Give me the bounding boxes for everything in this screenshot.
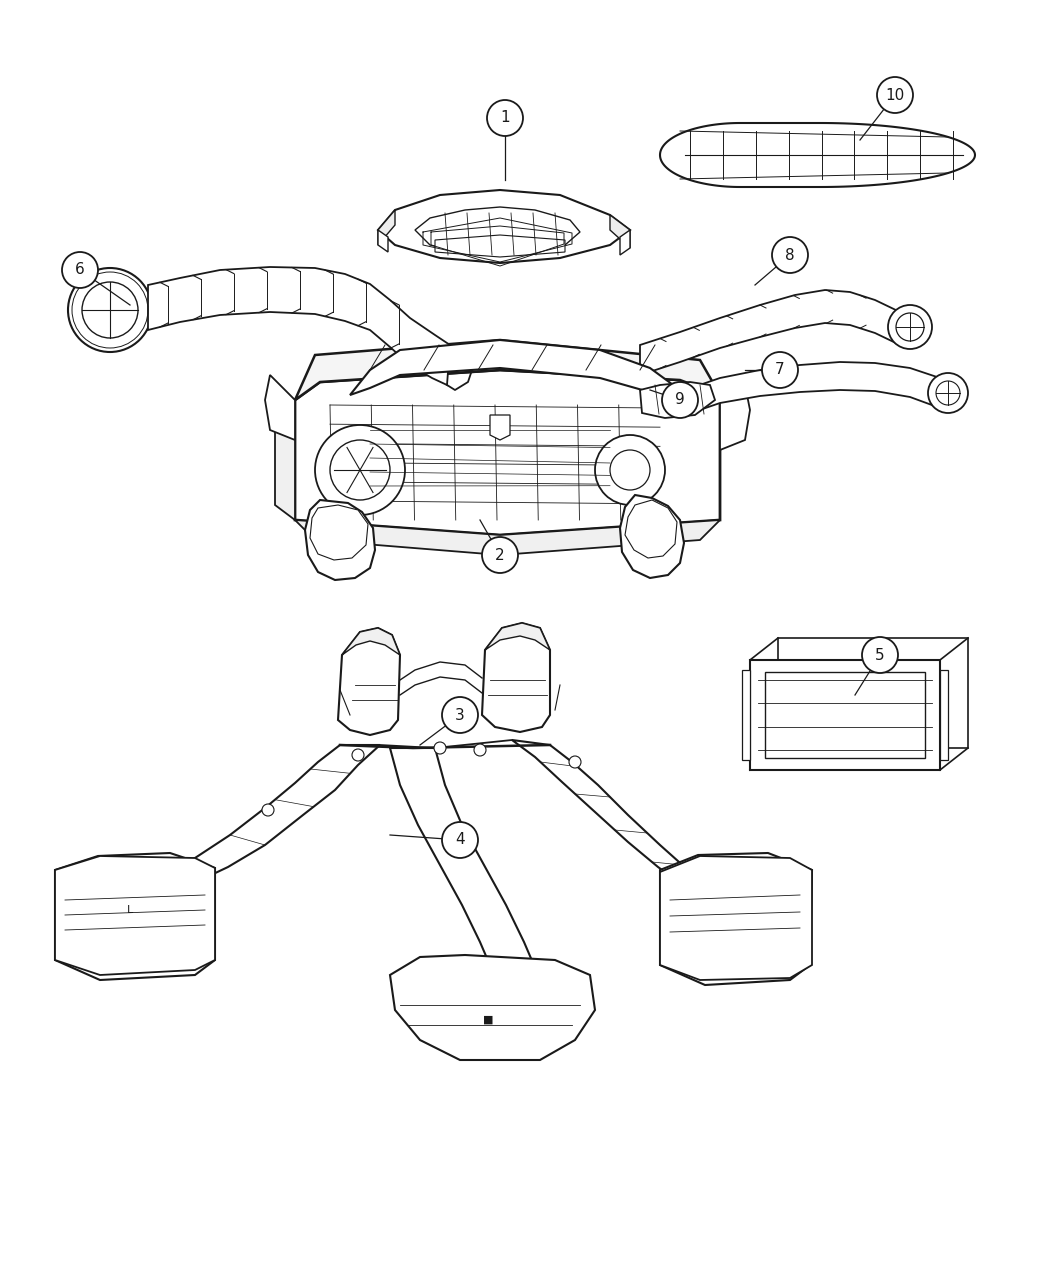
Circle shape (772, 237, 808, 273)
Polygon shape (435, 235, 565, 258)
Circle shape (862, 638, 898, 673)
Polygon shape (304, 500, 375, 580)
Circle shape (487, 99, 523, 136)
Circle shape (442, 697, 478, 733)
Circle shape (762, 352, 798, 388)
Polygon shape (295, 370, 720, 536)
Polygon shape (685, 362, 940, 414)
Polygon shape (490, 414, 510, 440)
Circle shape (68, 268, 152, 352)
Polygon shape (742, 669, 750, 760)
Polygon shape (295, 520, 720, 555)
Circle shape (315, 425, 405, 515)
Polygon shape (350, 340, 680, 395)
Polygon shape (295, 340, 720, 400)
Circle shape (352, 748, 364, 761)
Circle shape (474, 745, 486, 756)
Circle shape (434, 742, 446, 754)
Polygon shape (378, 190, 630, 263)
Text: 5: 5 (876, 648, 885, 663)
Text: 4: 4 (456, 833, 465, 848)
Polygon shape (342, 629, 400, 655)
Circle shape (877, 76, 914, 113)
Text: 6: 6 (76, 263, 85, 278)
Circle shape (262, 805, 274, 816)
Text: 1: 1 (500, 111, 510, 125)
Polygon shape (378, 210, 395, 245)
Polygon shape (415, 207, 580, 256)
Circle shape (888, 305, 932, 349)
Polygon shape (338, 629, 400, 734)
Circle shape (662, 382, 698, 418)
Polygon shape (750, 660, 940, 770)
Text: ■: ■ (483, 1015, 493, 1025)
Polygon shape (620, 230, 630, 255)
Polygon shape (640, 382, 715, 418)
Circle shape (62, 252, 98, 288)
Text: 10: 10 (885, 88, 905, 102)
Polygon shape (610, 215, 630, 249)
Circle shape (442, 822, 478, 858)
Text: 7: 7 (775, 362, 784, 377)
Text: 9: 9 (675, 393, 685, 408)
Polygon shape (55, 856, 215, 975)
Polygon shape (660, 856, 812, 980)
Polygon shape (310, 505, 368, 560)
Polygon shape (275, 390, 295, 520)
Polygon shape (940, 669, 948, 760)
Polygon shape (625, 500, 677, 558)
Polygon shape (390, 955, 595, 1060)
Polygon shape (482, 623, 550, 732)
Polygon shape (55, 853, 215, 980)
Text: 3: 3 (455, 708, 465, 723)
Polygon shape (390, 748, 536, 970)
Circle shape (928, 374, 968, 413)
Text: 2: 2 (496, 547, 505, 562)
Polygon shape (620, 495, 684, 578)
Circle shape (595, 435, 665, 505)
Polygon shape (378, 230, 388, 252)
Polygon shape (148, 266, 450, 385)
Polygon shape (512, 740, 708, 887)
Text: L: L (127, 905, 133, 915)
Polygon shape (265, 375, 295, 440)
Polygon shape (660, 853, 812, 986)
Polygon shape (765, 672, 925, 759)
Polygon shape (98, 745, 380, 905)
Circle shape (482, 537, 518, 572)
Polygon shape (640, 289, 900, 375)
Circle shape (569, 756, 581, 768)
Polygon shape (660, 122, 975, 187)
Polygon shape (778, 638, 968, 748)
Polygon shape (720, 385, 750, 450)
Polygon shape (485, 623, 550, 650)
Text: 8: 8 (785, 247, 795, 263)
